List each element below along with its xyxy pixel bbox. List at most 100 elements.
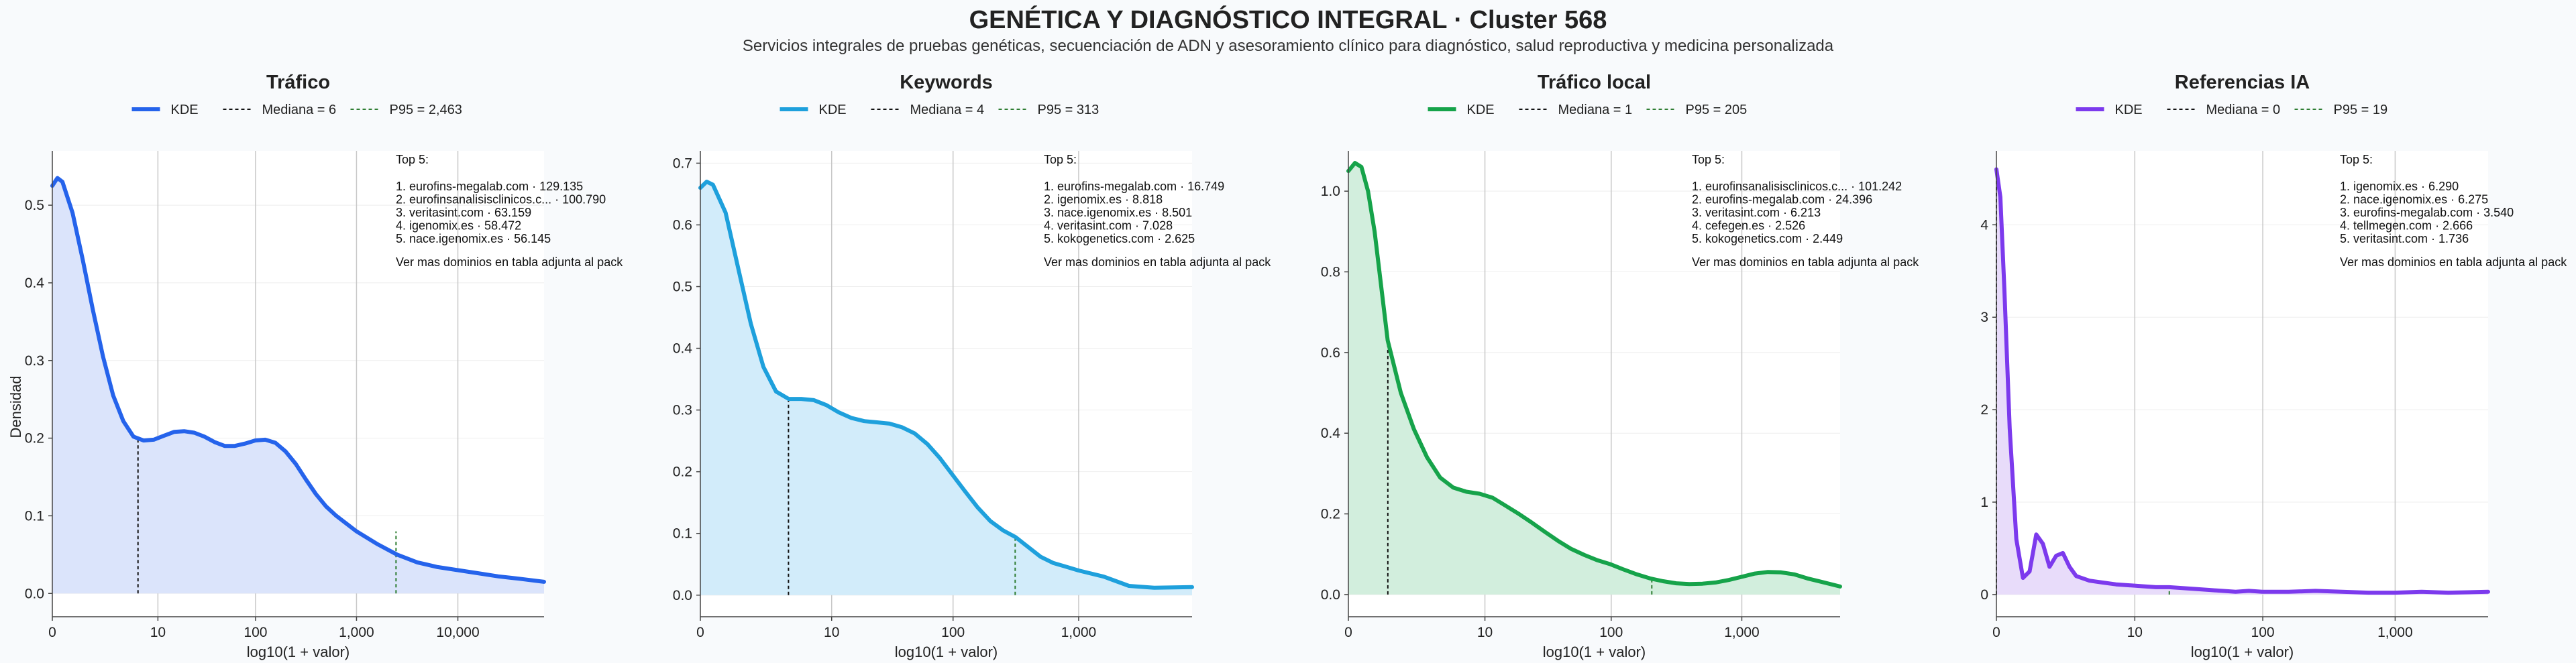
top5-item: 2. igenomix.es · 8.818 (1044, 193, 1163, 206)
y-tick-label: 0 (1980, 587, 1988, 603)
top5-item: 1. igenomix.es · 6.290 (2340, 180, 2459, 193)
top5-item: 5. kokogenetics.com · 2.625 (1044, 232, 1195, 245)
chart-panel-2: 0.0 0.1 0.2 0.3 0.4 0.5 0.6 0.7 0 10 100 1,000 log10… (673, 72, 1271, 660)
top5-item: 5. nace.igenomix.es · 56.145 (396, 232, 551, 245)
chart-panel-3: 0.0 0.2 0.4 0.6 0.8 1.0 0 10 100 1,000 log10(1 + v… (1321, 72, 1919, 660)
y-tick-label: 0.4 (673, 341, 693, 357)
top5-item: 2. eurofins-megalab.com · 24.396 (1692, 193, 1872, 206)
top5-item: 3. nace.igenomix.es · 8.501 (1044, 206, 1192, 219)
y-tick-label: 0.6 (1321, 345, 1340, 361)
x-tick-label: 100 (244, 625, 267, 640)
kde-line (698, 180, 1194, 590)
legend-kde-label: KDE (1467, 103, 1495, 117)
x-tick-label: 10 (1477, 625, 1493, 640)
panel-title: Keywords (900, 72, 993, 93)
top5-footer: Ver mas dominios en tabla adjunta al pac… (1692, 255, 1919, 269)
panel-title: Tráfico (266, 72, 330, 93)
legend-median-label: Mediana = 4 (910, 103, 985, 117)
y-tick-label: 2 (1980, 402, 1988, 418)
y-tick-label: 0.5 (673, 280, 692, 295)
top5-item: 2. eurofinsanalisisclinicos.c... · 100.7… (396, 193, 606, 206)
top5-footer: Ver mas dominios en tabla adjunta al pac… (1044, 255, 1271, 269)
x-tick-label: 10 (150, 625, 166, 640)
x-tick-label: 100 (2251, 625, 2275, 640)
legend-p95-label: P95 = 205 (1686, 103, 1748, 117)
x-tick-label: 10 (824, 625, 839, 640)
x-tick-label: 10 (2127, 625, 2143, 640)
legend-p95-label: P95 = 19 (2334, 103, 2388, 117)
shared-y-axis-label: Densidad (7, 376, 24, 438)
x-tick-label: 1,000 (339, 625, 374, 640)
x-tick-label: 1,000 (2377, 625, 2413, 640)
y-tick-label: 1 (1980, 495, 1988, 510)
top5-item: 1. eurofins-megalab.com · 129.135 (396, 180, 583, 193)
kde-area (700, 182, 1192, 595)
y-tick-label: 0.2 (1321, 507, 1340, 522)
top5-item: 5. kokogenetics.com · 2.449 (1692, 232, 1843, 245)
y-tick-label: 4 (1980, 217, 1988, 233)
legend: KDE Mediana = 4 P95 = 313 (780, 103, 1099, 117)
kde-line (1346, 161, 1842, 589)
chart-panel-4: 0 1 2 3 4 0 10 100 1,000 log10(1 + valor) Referenc… (1980, 72, 2567, 660)
y-tick-label: 1.0 (1321, 184, 1340, 199)
x-tick-label: 100 (941, 625, 965, 640)
x-axis-label: log10(1 + valor) (247, 644, 350, 660)
legend: KDE Mediana = 1 P95 = 205 (1428, 103, 1748, 117)
y-tick-label: 0.3 (673, 403, 692, 418)
y-tick-label: 0.4 (25, 276, 45, 291)
kde-area (52, 178, 544, 594)
top5-annotation: Top 5: 1. eurofins-megalab.com · 129.1352… (396, 153, 623, 269)
y-tick-label: 0.8 (1321, 265, 1340, 280)
x-tick-label: 0 (1344, 625, 1352, 640)
y-tick-label: 0.0 (1321, 587, 1340, 603)
top5-item: 2. nace.igenomix.es · 6.275 (2340, 193, 2488, 206)
figure-subtitle: Servicios integrales de pruebas genética… (743, 37, 1834, 55)
top5-annotation: Top 5: 1. eurofinsanalisisclinicos.c... ·… (1692, 153, 1919, 269)
kde-area (1348, 163, 1840, 595)
x-tick-label: 10,000 (436, 625, 479, 640)
x-tick-label: 100 (1599, 625, 1623, 640)
top5-item: 1. eurofins-megalab.com · 16.749 (1044, 180, 1224, 193)
x-axis-label: log10(1 + valor) (1543, 644, 1646, 660)
chart-panel-1: 0.0 0.1 0.2 0.3 0.4 0.5 0 10 100 1,000 10,000 log10… (25, 72, 623, 660)
x-tick-label: 0 (1992, 625, 2000, 640)
y-tick-label: 0.2 (25, 431, 44, 446)
top5-heading: Top 5: (2340, 153, 2373, 166)
y-tick-label: 0.5 (25, 198, 44, 213)
y-tick-label: 0.1 (673, 526, 692, 542)
y-tick-label: 0.1 (25, 508, 44, 524)
y-tick-label: 0.0 (673, 588, 692, 603)
legend-median-label: Mediana = 6 (262, 103, 337, 117)
x-axis-label: log10(1 + valor) (2191, 644, 2294, 660)
kde-line (50, 176, 546, 584)
top5-item: 1. eurofinsanalisisclinicos.c... · 101.2… (1692, 180, 1902, 193)
y-tick-label: 3 (1980, 310, 1988, 325)
panel-title: Referencias IA (2175, 72, 2310, 93)
x-tick-label: 1,000 (1724, 625, 1760, 640)
y-tick-label: 0.3 (25, 353, 44, 369)
x-tick-label: 0 (696, 625, 704, 640)
top5-item: 5. veritasint.com · 1.736 (2340, 232, 2469, 245)
top5-item: 3. veritasint.com · 6.213 (1692, 206, 1821, 219)
top5-heading: Top 5: (1692, 153, 1725, 166)
top5-item: 4. igenomix.es · 58.472 (396, 219, 521, 233)
top5-footer: Ver mas dominios en tabla adjunta al pac… (396, 255, 623, 269)
y-tick-label: 0.7 (673, 156, 692, 171)
plot-area (1996, 151, 2488, 617)
top5-item: 4. cefegen.es · 2.526 (1692, 219, 1805, 233)
legend-median-label: Mediana = 0 (2206, 103, 2281, 117)
top5-annotation: Top 5: 1. eurofins-megalab.com · 16.7492.… (1044, 153, 1271, 269)
legend-kde-label: KDE (171, 103, 199, 117)
legend-p95-label: P95 = 313 (1038, 103, 1099, 117)
legend-kde-label: KDE (819, 103, 847, 117)
y-tick-label: 0.6 (673, 217, 692, 233)
top5-footer: Ver mas dominios en tabla adjunta al pac… (2340, 255, 2567, 269)
legend: KDE Mediana = 0 P95 = 19 (2076, 103, 2388, 117)
x-tick-label: 0 (48, 625, 56, 640)
y-tick-label: 0.4 (1321, 426, 1341, 441)
top5-heading: Top 5: (396, 153, 429, 166)
legend-p95-label: P95 = 2,463 (390, 103, 462, 117)
x-axis-label: log10(1 + valor) (895, 644, 998, 660)
